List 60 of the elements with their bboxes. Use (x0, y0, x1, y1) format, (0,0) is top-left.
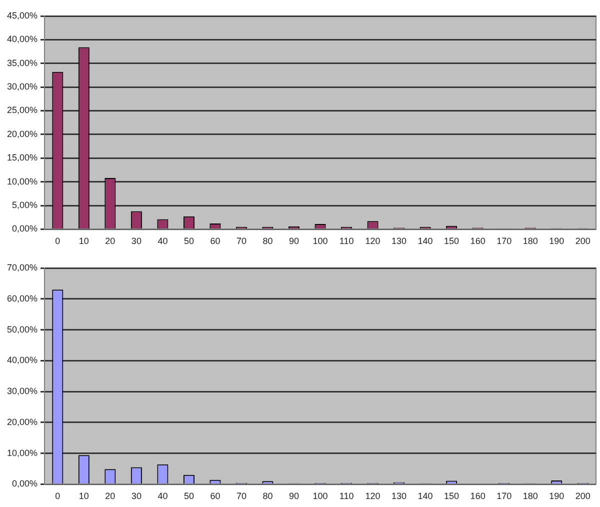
y-tick-label: 25,00% (6, 105, 38, 116)
x-tick-label: 100 (312, 491, 328, 502)
x-tick-label: 180 (522, 236, 538, 246)
y-tick-label: 0,00% (12, 224, 38, 234)
x-tick-label: 150 (444, 236, 460, 246)
x-tick-label: 110 (339, 236, 354, 246)
x-tick-label: 70 (236, 491, 246, 502)
x-tick-label: 200 (575, 491, 590, 502)
x-tick-label: 160 (470, 491, 486, 502)
x-tick-label: 40 (158, 491, 168, 502)
x-tick-label: 0 (55, 236, 60, 246)
x-tick-label: 150 (444, 491, 460, 502)
y-tick-label: 15,00% (6, 152, 38, 163)
x-tick-label: 0 (55, 491, 60, 502)
y-tick-label: 35,00% (6, 58, 38, 68)
y-tick-label: 5,00% (12, 200, 38, 210)
x-tick-label: 20 (105, 491, 116, 502)
x-tick-label: 50 (184, 236, 194, 246)
x-tick-label: 20 (105, 236, 116, 246)
x-tick-label: 80 (262, 236, 273, 246)
x-tick-label: 100 (312, 236, 328, 246)
x-tick-label: 60 (210, 491, 220, 502)
x-tick-label: 30 (131, 491, 142, 502)
y-tick-label: 10,00% (6, 176, 38, 186)
x-tick-label: 50 (184, 491, 194, 502)
x-tick-label: 200 (575, 236, 590, 246)
y-tick-label: 45,00% (6, 10, 38, 20)
x-tick-label: 60 (210, 236, 220, 246)
x-tick-label: 140 (418, 236, 433, 246)
y-tick-label: 60,00% (6, 293, 38, 304)
x-tick-label: 80 (262, 491, 273, 502)
x-tick-label: 10 (78, 491, 89, 502)
x-tick-label: 190 (549, 236, 564, 246)
y-tick-label: 30,00% (6, 386, 38, 396)
x-tick-label: 170 (496, 236, 512, 246)
x-tick-label: 140 (418, 491, 433, 502)
x-tick-label: 90 (288, 236, 300, 246)
y-tick-label: 50,00% (6, 324, 38, 334)
x-tick-label: 120 (365, 236, 380, 246)
y-tick-label: 40,00% (6, 355, 38, 366)
y-tick-label: 70,00% (6, 262, 38, 272)
x-tick-label: 70 (236, 236, 246, 246)
y-tick-label: 20,00% (6, 128, 38, 139)
x-tick-label: 170 (496, 491, 512, 502)
x-tick-label: 90 (288, 491, 300, 502)
y-tick-label: 20,00% (6, 416, 38, 427)
y-tick-label: 30,00% (6, 82, 38, 92)
x-tick-label: 110 (339, 491, 354, 502)
x-tick-label: 130 (392, 491, 407, 502)
x-tick-label: 10 (78, 236, 89, 246)
x-tick-label: 120 (365, 491, 380, 502)
x-tick-label: 40 (158, 236, 168, 246)
x-tick-label: 190 (549, 491, 564, 502)
y-tick-label: 40,00% (6, 34, 38, 44)
x-tick-label: 180 (522, 491, 538, 502)
x-tick-label: 130 (392, 236, 407, 246)
x-tick-label: 160 (470, 236, 486, 246)
x-tick-label: 30 (131, 236, 142, 246)
y-tick-label: 0,00% (12, 478, 38, 489)
y-tick-label: 10,00% (6, 448, 38, 458)
